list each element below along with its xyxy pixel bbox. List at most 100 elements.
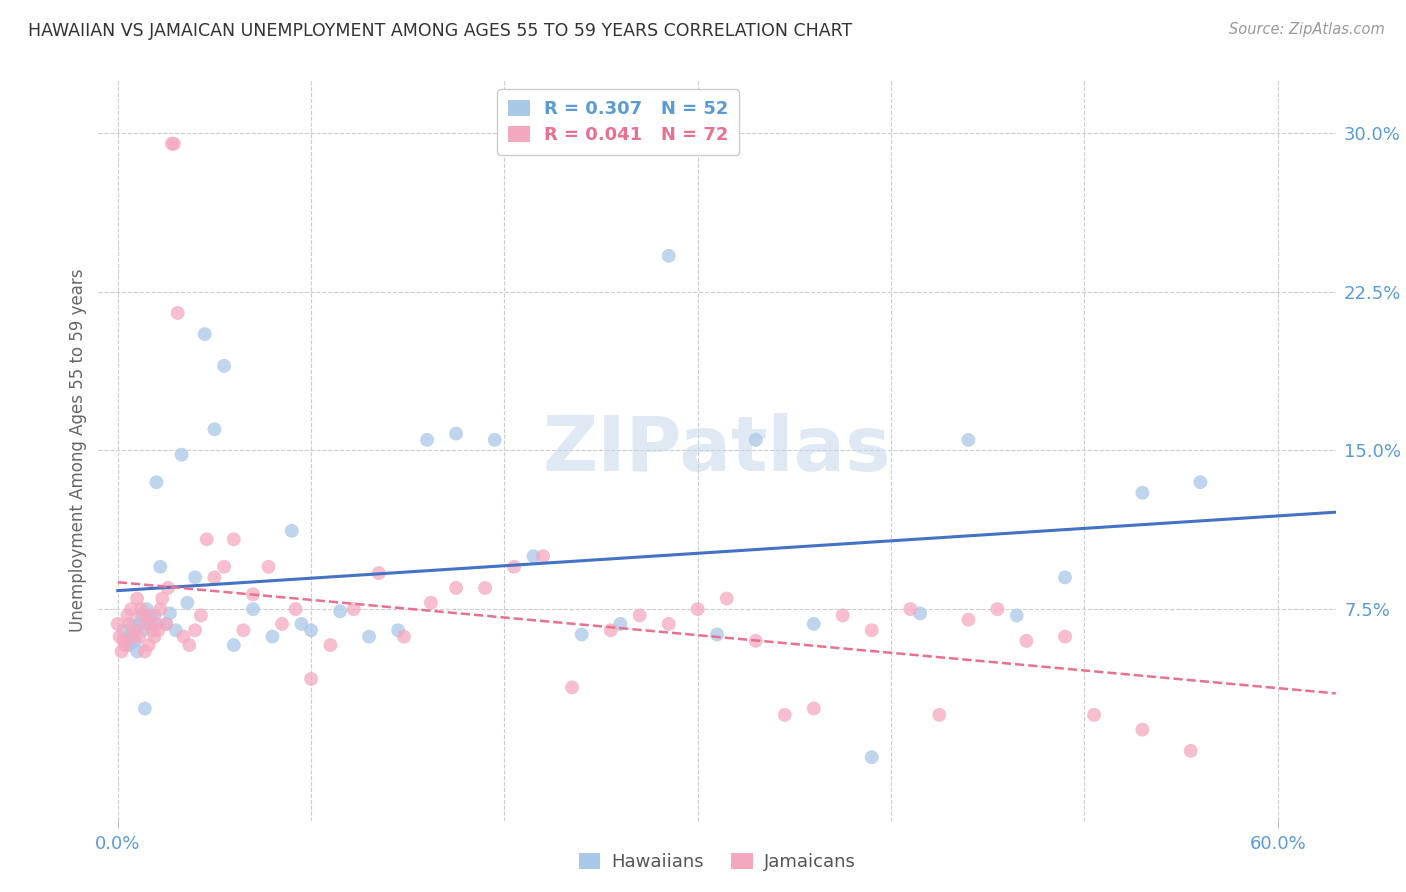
Point [139,608,162,623]
Point [124,624,146,638]
Point [299,624,322,638]
Point [176,596,198,610]
Point [111,644,134,658]
Point [900,602,922,616]
Point [114,638,136,652]
Point [716,591,738,606]
Point [128,630,150,644]
Point [686,602,709,616]
Point [212,559,235,574]
Point [163,136,186,151]
Point [957,433,980,447]
Point [860,750,883,764]
Point [420,596,443,610]
Point [107,616,129,631]
Point [416,433,439,447]
Point [387,624,409,638]
Point [609,616,631,631]
Point [204,570,226,584]
Point [628,608,651,623]
Point [117,633,139,648]
Point [242,587,264,601]
Y-axis label: Unemployment Among Ages 55 to 59 years: Unemployment Among Ages 55 to 59 years [69,268,87,632]
Point [132,624,155,638]
Point [155,616,177,631]
Point [561,681,583,695]
Point [957,613,980,627]
Point [474,581,496,595]
Point [127,591,149,606]
Point [124,633,146,648]
Point [179,638,201,652]
Point [134,701,156,715]
Point [143,608,166,623]
Point [1180,744,1202,758]
Legend: Hawaiians, Jamaicans: Hawaiians, Jamaicans [572,846,862,879]
Point [204,422,226,436]
Point [392,630,415,644]
Point [149,602,172,616]
Point [803,616,825,631]
Point [242,602,264,616]
Point [1005,608,1028,623]
Point [138,613,160,627]
Point [108,630,131,644]
Point [299,672,322,686]
Point [118,638,141,652]
Point [145,475,167,490]
Point [860,624,883,638]
Point [141,616,165,631]
Point [141,624,165,638]
Point [232,624,254,638]
Point [1130,485,1153,500]
Point [120,627,142,641]
Point [319,638,342,652]
Point [290,616,312,631]
Point [157,581,180,595]
Point [444,581,467,595]
Point [908,607,931,621]
Point [194,327,217,342]
Point [129,602,152,616]
Point [444,426,467,441]
Point [184,570,207,584]
Point [212,359,235,373]
Point [658,249,681,263]
Point [281,524,304,538]
Point [367,566,389,581]
Point [149,559,172,574]
Point [503,559,526,574]
Point [134,644,156,658]
Point [122,619,145,633]
Point [190,608,212,623]
Point [271,616,294,631]
Text: ZIPatlas: ZIPatlas [543,414,891,487]
Point [928,707,950,722]
Point [117,608,139,623]
Point [118,616,141,631]
Point [599,624,621,638]
Point [112,633,135,648]
Point [184,624,207,638]
Point [745,633,768,648]
Point [165,624,187,638]
Point [343,602,366,616]
Point [166,306,188,320]
Point [143,630,166,644]
Point [127,644,149,658]
Point [128,616,150,631]
Point [129,608,152,623]
Point [359,630,381,644]
Point [170,448,193,462]
Point [531,549,554,564]
Point [571,627,593,641]
Point [122,630,145,644]
Point [150,591,173,606]
Point [222,533,245,547]
Point [155,616,177,631]
Point [135,616,157,631]
Point [112,624,135,638]
Point [120,602,142,616]
Text: Source: ZipAtlas.com: Source: ZipAtlas.com [1229,22,1385,37]
Point [986,602,1008,616]
